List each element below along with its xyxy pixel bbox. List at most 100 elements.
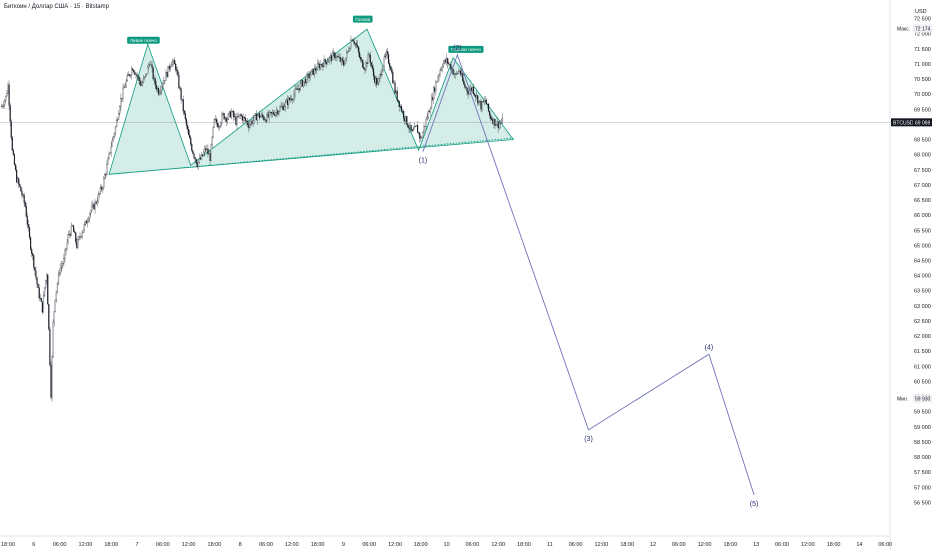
candle-body bbox=[314, 68, 317, 71]
candle-body bbox=[301, 80, 304, 87]
x-tick-label: 7 bbox=[135, 542, 138, 548]
candle-body bbox=[236, 116, 238, 125]
y-tick-label: 62 000 bbox=[914, 334, 931, 340]
candle-body bbox=[258, 113, 261, 118]
candle-body bbox=[465, 86, 467, 89]
candle-body bbox=[107, 158, 109, 165]
candle-body bbox=[253, 115, 255, 121]
candle-body bbox=[344, 57, 347, 64]
x-tick-label: 8 bbox=[239, 542, 242, 548]
candle-body bbox=[307, 73, 309, 75]
candle-body bbox=[498, 123, 500, 129]
candle-body bbox=[133, 70, 135, 73]
candle-body bbox=[170, 63, 172, 68]
candle-body bbox=[346, 52, 348, 59]
candle-body bbox=[446, 58, 448, 63]
grid bbox=[0, 0, 891, 550]
candle-body bbox=[294, 89, 296, 95]
y-tick-label: 58 500 bbox=[914, 440, 931, 446]
pattern-label: Голова bbox=[355, 17, 370, 22]
candle-body bbox=[407, 124, 409, 128]
candle-body bbox=[200, 154, 203, 160]
candle-body bbox=[351, 39, 353, 41]
candle-body bbox=[364, 68, 366, 71]
candle-body bbox=[306, 74, 308, 84]
candle-body bbox=[381, 70, 383, 76]
axes: USD 72 500 72 000 71 500 71 000 70 500 70 000 6… bbox=[1, 9, 932, 548]
candle-body bbox=[417, 125, 419, 133]
candle-body bbox=[289, 97, 291, 100]
candle-body bbox=[224, 117, 226, 120]
candle-body bbox=[78, 236, 80, 240]
candle-body bbox=[435, 82, 437, 92]
candle-body bbox=[141, 82, 143, 86]
wave-label: (5) bbox=[750, 501, 759, 508]
candle-body bbox=[473, 93, 476, 96]
candle-body bbox=[25, 206, 27, 217]
candle-body bbox=[86, 220, 89, 224]
candle-body bbox=[442, 63, 444, 68]
candle-body bbox=[327, 60, 329, 63]
candle-body bbox=[148, 64, 150, 67]
candle-body bbox=[291, 98, 293, 101]
candle-body bbox=[190, 137, 192, 145]
candle-body bbox=[367, 54, 369, 64]
candle-body bbox=[409, 124, 411, 129]
y-tick-label: 63 500 bbox=[914, 289, 931, 295]
candle-body bbox=[296, 88, 298, 90]
candle-body bbox=[51, 356, 53, 398]
candle-body bbox=[235, 116, 237, 125]
candle-body bbox=[94, 201, 96, 210]
candle-body bbox=[28, 227, 31, 238]
candle-body bbox=[499, 122, 501, 124]
candle-body bbox=[88, 218, 90, 222]
candle-body bbox=[422, 131, 424, 138]
x-tick-label: 06:00 bbox=[156, 542, 170, 548]
candle-body bbox=[362, 60, 364, 68]
candle-body bbox=[293, 94, 295, 100]
candle-body bbox=[205, 148, 207, 150]
candle-body bbox=[452, 68, 454, 75]
x-tick-label: 9 bbox=[342, 542, 345, 548]
candle-body bbox=[104, 174, 106, 179]
candle-body bbox=[54, 299, 56, 312]
wave-label: (4) bbox=[705, 344, 714, 351]
candle-body bbox=[42, 295, 45, 313]
candle-body bbox=[65, 248, 67, 251]
y-tick-label: 57 500 bbox=[914, 470, 931, 476]
candle-body bbox=[299, 82, 301, 91]
candle-body bbox=[485, 100, 487, 105]
candle-body bbox=[397, 99, 399, 102]
candle-body bbox=[266, 113, 268, 123]
candle-body bbox=[476, 95, 478, 98]
candle-body bbox=[423, 126, 425, 133]
candle-body bbox=[37, 284, 39, 288]
candle-body bbox=[3, 104, 5, 107]
pattern-area bbox=[108, 28, 514, 175]
wave-path bbox=[422, 53, 755, 496]
candle-body bbox=[361, 59, 363, 61]
candle-body bbox=[337, 55, 339, 58]
candle-body bbox=[154, 78, 156, 86]
candle-body bbox=[336, 55, 338, 58]
candle-body bbox=[17, 178, 19, 183]
max-label: Макс. bbox=[897, 26, 910, 32]
candle-body bbox=[112, 136, 114, 141]
x-tick-label: 6 bbox=[32, 542, 35, 548]
candle-body bbox=[260, 116, 262, 118]
x-tick-label: 06:00 bbox=[775, 542, 789, 548]
candle-body bbox=[478, 100, 480, 104]
candle-body bbox=[285, 99, 288, 103]
x-tick-label: 12:00 bbox=[285, 542, 299, 548]
candle-body bbox=[477, 95, 479, 104]
y-tick-label: 66 000 bbox=[914, 213, 931, 219]
candle-body bbox=[206, 148, 208, 150]
candle-body bbox=[427, 111, 429, 119]
candle-body bbox=[40, 298, 42, 302]
symbol-tag-bg bbox=[891, 118, 913, 127]
candle-body bbox=[385, 51, 387, 57]
candle-body bbox=[151, 64, 153, 68]
candle-body bbox=[309, 75, 311, 79]
candle-body bbox=[210, 144, 212, 161]
